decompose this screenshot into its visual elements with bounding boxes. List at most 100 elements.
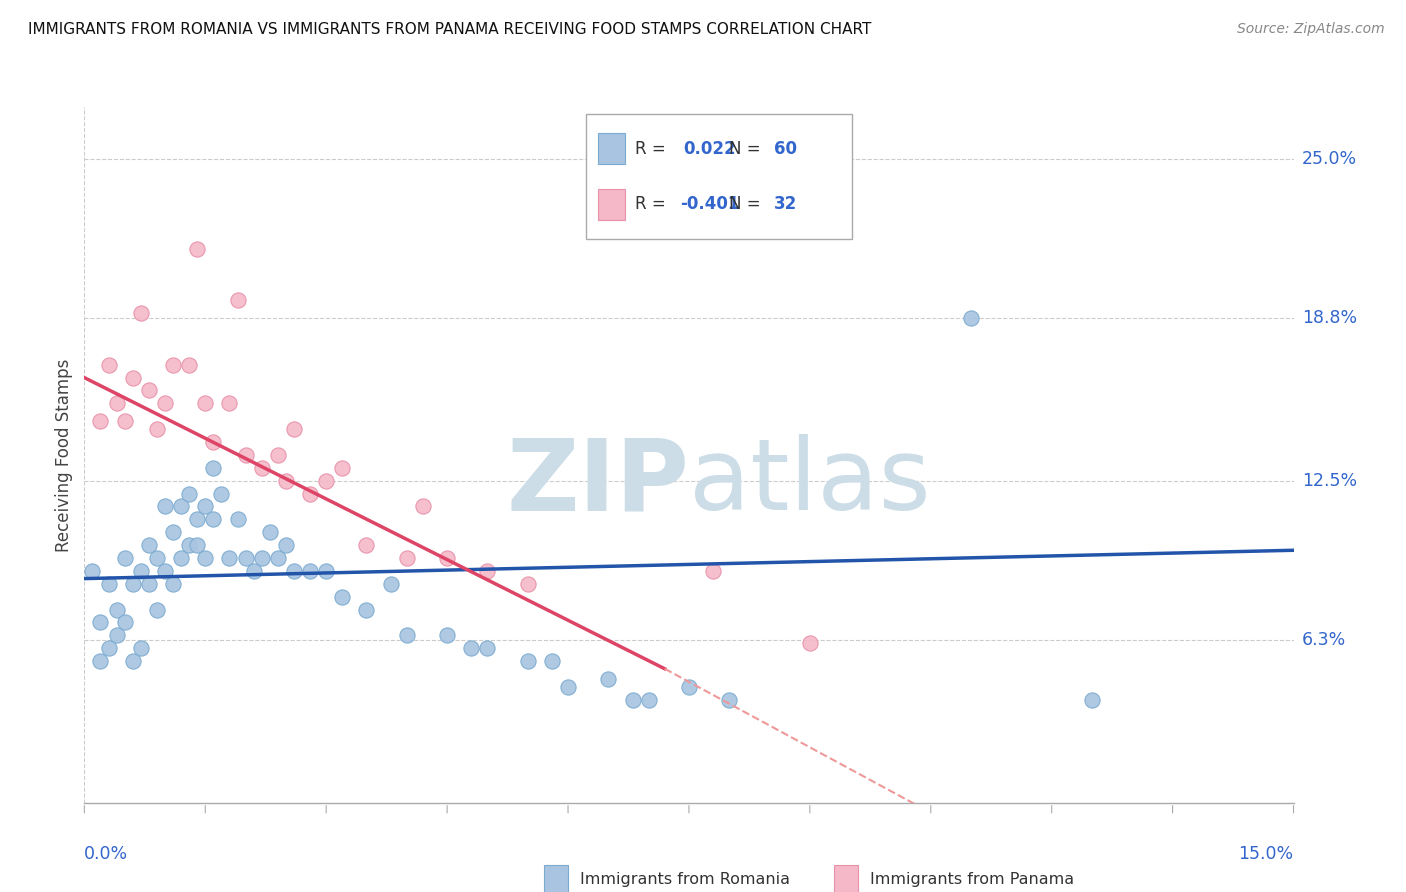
Point (541, 654, 564, 668)
Point (202, 512, 225, 526)
Point (380, 576, 402, 591)
Point (202, 435, 225, 450)
Point (598, 672, 620, 686)
Point (194, 396, 217, 410)
Point (412, 500, 434, 514)
Point (129, 564, 152, 578)
Point (121, 654, 143, 668)
Point (436, 628, 458, 642)
Point (179, 486, 201, 500)
Point (162, 358, 184, 372)
Point (460, 641, 482, 656)
Point (516, 576, 538, 591)
Point (226, 293, 249, 308)
Text: Immigrants from Panama: Immigrants from Panama (870, 871, 1074, 887)
Point (267, 448, 290, 462)
Point (516, 654, 538, 668)
Point (330, 460, 353, 475)
Point (209, 486, 232, 500)
Text: Immigrants from Romania: Immigrants from Romania (581, 871, 790, 887)
Point (153, 564, 176, 578)
Point (477, 641, 499, 656)
Point (138, 576, 160, 591)
Text: 18.8%: 18.8% (1302, 310, 1357, 327)
Point (146, 602, 169, 616)
Point (97, 358, 120, 372)
Point (330, 590, 353, 604)
Point (146, 551, 169, 566)
Point (637, 692, 659, 706)
Point (170, 500, 193, 514)
Point (129, 641, 152, 656)
Point (129, 306, 152, 320)
Point (170, 551, 193, 566)
Point (186, 242, 208, 256)
Point (89, 615, 111, 630)
Point (105, 628, 128, 642)
Text: 12.5%: 12.5% (1302, 472, 1357, 490)
Point (621, 692, 644, 706)
Point (153, 396, 176, 410)
Point (194, 500, 217, 514)
Point (259, 525, 281, 540)
Point (477, 564, 499, 578)
Bar (599, 189, 624, 220)
Point (678, 680, 700, 694)
Point (283, 422, 305, 436)
Point (105, 602, 128, 616)
Point (250, 551, 273, 566)
Point (121, 370, 143, 384)
Text: R =: R = (634, 140, 671, 158)
Point (315, 564, 337, 578)
Y-axis label: Receiving Food Stamps: Receiving Food Stamps (55, 359, 73, 551)
Text: 6.3%: 6.3% (1302, 632, 1346, 649)
Point (89, 414, 111, 428)
Text: 60: 60 (773, 140, 797, 158)
Point (274, 474, 297, 488)
Bar (599, 133, 624, 164)
Point (299, 564, 322, 578)
Point (242, 564, 264, 578)
Point (97, 576, 120, 591)
Point (114, 551, 136, 566)
Text: 0.022: 0.022 (683, 140, 735, 158)
Bar (834, 865, 858, 892)
Text: R =: R = (634, 195, 671, 213)
Point (395, 551, 418, 566)
FancyBboxPatch shape (586, 114, 852, 239)
Text: Source: ZipAtlas.com: Source: ZipAtlas.com (1237, 22, 1385, 37)
Point (82, 564, 104, 578)
Point (138, 384, 160, 398)
Point (105, 396, 128, 410)
Point (235, 448, 257, 462)
Bar (544, 865, 568, 892)
Point (218, 551, 240, 566)
Point (114, 414, 136, 428)
Point (1081, 692, 1104, 706)
Text: 25.0%: 25.0% (1302, 150, 1357, 168)
Point (283, 564, 305, 578)
Point (89, 654, 111, 668)
Point (162, 525, 184, 540)
Text: -0.401: -0.401 (681, 195, 740, 213)
Point (186, 512, 208, 526)
Point (97, 641, 120, 656)
Point (436, 551, 458, 566)
Point (960, 311, 983, 326)
Point (235, 551, 257, 566)
Point (356, 538, 378, 552)
Point (153, 500, 176, 514)
Point (202, 460, 225, 475)
Point (146, 422, 169, 436)
Point (274, 538, 297, 552)
Text: 15.0%: 15.0% (1239, 845, 1294, 863)
Point (218, 396, 240, 410)
Point (138, 538, 160, 552)
Point (121, 576, 143, 591)
Text: N =: N = (728, 140, 766, 158)
Point (718, 692, 741, 706)
Text: 0.0%: 0.0% (84, 845, 128, 863)
Point (179, 358, 201, 372)
Point (250, 460, 273, 475)
Point (315, 474, 337, 488)
